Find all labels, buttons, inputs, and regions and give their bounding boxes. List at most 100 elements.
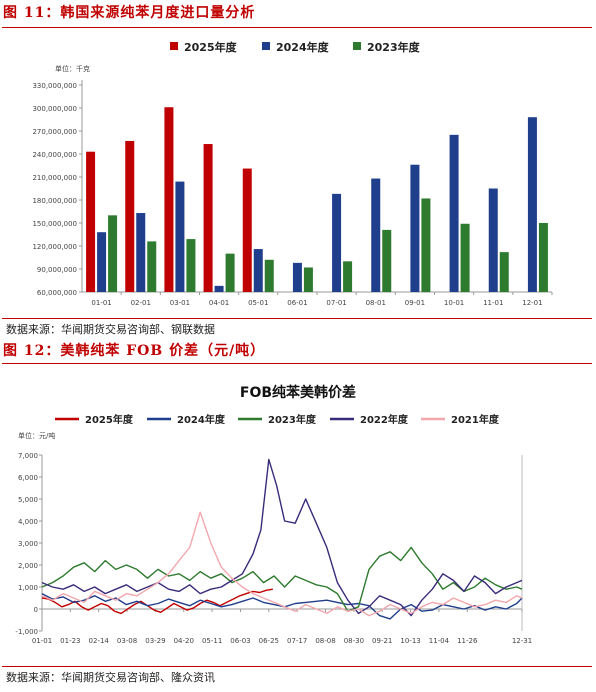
bar-2023年度-11-01: [499, 252, 509, 292]
legend-swatch-2023年度: [353, 42, 361, 50]
x-tick-label: 01-01: [91, 299, 111, 307]
x-tick-label: 02-01: [131, 299, 151, 307]
x-tick-label: 06-03: [230, 637, 250, 645]
y-tick-label: 270,000,000: [32, 128, 77, 136]
bar-2024年度-03-01: [175, 181, 185, 292]
legend-swatch-2025年度: [170, 42, 178, 50]
unit-label: 单位：元/吨: [18, 431, 55, 440]
bar-2023年度-06-01: [303, 267, 313, 292]
figure-12-title: 图 12：美韩纯苯 FOB 价差（元/吨）: [3, 343, 266, 359]
y-tick-label: 5,000: [18, 496, 38, 504]
unit-label: 单位：千克: [55, 64, 90, 73]
bar-2024年度-04-01: [214, 285, 224, 292]
y-tick-label: -1,000: [15, 628, 38, 636]
bar-2023年度-03-01: [186, 239, 196, 292]
legend-swatch-2024年度: [262, 42, 270, 50]
figure-12-source-rule: [2, 666, 592, 667]
y-tick-label: 120,000,000: [32, 243, 77, 251]
bar-2024年度-02-01: [136, 213, 146, 292]
y-tick-label: 2,000: [18, 562, 38, 570]
legend-label-2025年度: 2025年度: [85, 413, 134, 426]
x-tick-label: 08-30: [344, 637, 364, 645]
x-tick-label: 12-01: [522, 299, 542, 307]
y-tick-label: 330,000,000: [32, 82, 77, 90]
figure-12-source: 数据来源：华闻期货交易咨询部、隆众资讯: [6, 671, 215, 684]
bar-2024年度-11-01: [488, 188, 498, 292]
x-tick-label: 01-01: [32, 637, 52, 645]
y-tick-label: 240,000,000: [32, 151, 77, 159]
legend-label-2023年度: 2023年度: [268, 413, 317, 426]
legend-label-2023年度: 2023年度: [367, 40, 421, 54]
bar-2023年度-02-01: [147, 241, 157, 292]
series-line-2021年度: [41, 511, 523, 617]
figure-11-source-rule: [2, 318, 592, 319]
y-tick-label: 7,000: [18, 452, 38, 460]
legend-label-2022年度: 2022年度: [360, 413, 409, 426]
x-tick-label: 06-01: [287, 299, 307, 307]
bar-2025年度-03-01: [164, 107, 174, 292]
bar-2025年度-02-01: [125, 140, 135, 292]
y-tick-label: 300,000,000: [32, 105, 77, 113]
x-tick-label: 05-01: [248, 299, 268, 307]
x-tick-label: 03-08: [117, 637, 137, 645]
bar-2023年度-12-01: [538, 223, 548, 292]
bar-2023年度-07-01: [343, 261, 353, 292]
series-line-2023年度: [41, 546, 523, 612]
x-tick-label: 05-11: [202, 637, 222, 645]
x-tick-label: 12-31: [512, 637, 532, 645]
x-tick-label: 11-04: [429, 637, 450, 645]
x-tick-label: 10-13: [400, 637, 420, 645]
x-tick-label: 09-01: [405, 299, 425, 307]
bar-2023年度-08-01: [382, 229, 392, 292]
x-tick-label: 06-25: [259, 637, 279, 645]
y-tick-label: 6,000: [18, 474, 38, 482]
bar-2024年度-10-01: [449, 134, 459, 292]
x-tick-label: 04-20: [174, 637, 194, 645]
x-tick-label: 04-01: [209, 299, 229, 307]
y-tick-label: 3,000: [18, 540, 38, 548]
x-tick-label: 01-23: [60, 637, 80, 645]
bar-2024年度-05-01: [253, 249, 263, 292]
chart-title: FOB纯苯美韩价差: [240, 384, 356, 401]
bar-2025年度-01-01: [86, 151, 96, 292]
bar-2023年度-10-01: [460, 223, 470, 292]
x-tick-label: 08-01: [366, 299, 386, 307]
x-tick-label: 11-01: [483, 299, 503, 307]
bar-2025年度-04-01: [203, 144, 213, 292]
bar-2024年度-07-01: [332, 193, 342, 292]
y-tick-label: 210,000,000: [32, 174, 77, 182]
x-tick-label: 09-21: [372, 637, 392, 645]
x-tick-label: 10-01: [444, 299, 464, 307]
y-tick-label: 90,000,000: [37, 266, 77, 274]
bar-2023年度-09-01: [421, 198, 431, 292]
x-tick-label: 03-01: [170, 299, 190, 307]
x-tick-label: 03-29: [145, 637, 165, 645]
bar-2024年度-09-01: [410, 164, 420, 292]
legend-label-2025年度: 2025年度: [184, 40, 238, 54]
x-tick-label: 07-17: [287, 637, 307, 645]
legend-label-2021年度: 2021年度: [451, 413, 500, 426]
bar-2024年度-06-01: [292, 262, 302, 292]
figure-11-source: 数据来源：华闻期货交易咨询部、钢联数据: [6, 323, 215, 336]
series-line-2022年度: [41, 458, 523, 617]
bar-2024年度-01-01: [97, 232, 107, 292]
bar-2025年度-05-01: [242, 168, 252, 292]
y-tick-label: 150,000,000: [32, 220, 77, 228]
x-tick-label: 07-01: [326, 299, 346, 307]
figure-11-rule: [2, 27, 592, 28]
figure-12-rule: [2, 363, 592, 364]
series-line-2025年度: [41, 588, 273, 615]
y-tick-label: 0: [34, 606, 38, 614]
legend-label-2024年度: 2024年度: [177, 413, 226, 426]
y-tick-label: 1,000: [18, 584, 38, 592]
line-chart: FOB纯苯美韩价差 2025年度 2024年度 2023年度 2022年度 2021年度单…: [15, 384, 532, 645]
y-tick-label: 60,000,000: [37, 289, 77, 297]
bar-2023年度-05-01: [264, 259, 274, 292]
figure-11-title: 图 11：韩国来源纯苯月度进口量分析: [3, 5, 256, 21]
bar-2024年度-12-01: [527, 117, 537, 292]
bar-2023年度-04-01: [225, 253, 235, 292]
y-tick-label: 4,000: [18, 518, 38, 526]
y-tick-label: 180,000,000: [32, 197, 77, 205]
x-tick-label: 11-26: [457, 637, 478, 645]
